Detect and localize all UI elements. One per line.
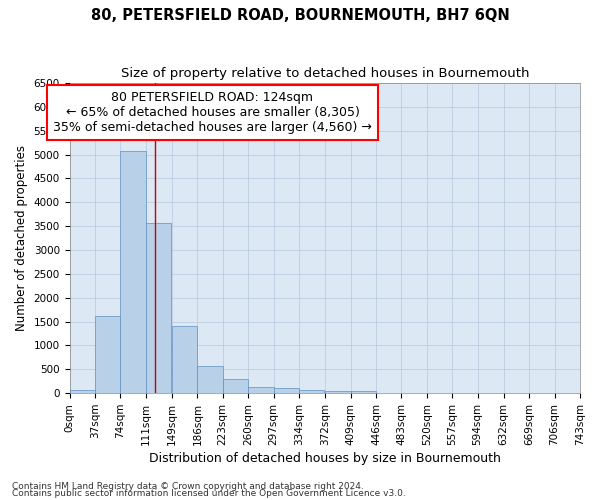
Text: 80, PETERSFIELD ROAD, BOURNEMOUTH, BH7 6QN: 80, PETERSFIELD ROAD, BOURNEMOUTH, BH7 6… — [91, 8, 509, 22]
Bar — [274, 388, 299, 393]
Text: 80 PETERSFIELD ROAD: 124sqm
← 65% of detached houses are smaller (8,305)
35% of : 80 PETERSFIELD ROAD: 124sqm ← 65% of det… — [53, 91, 372, 134]
Bar — [95, 316, 121, 393]
Title: Size of property relative to detached houses in Bournemouth: Size of property relative to detached ho… — [121, 68, 529, 80]
Bar — [146, 222, 171, 393]
Bar — [223, 380, 248, 393]
Text: Contains HM Land Registry data © Crown copyright and database right 2024.: Contains HM Land Registry data © Crown c… — [12, 482, 364, 491]
X-axis label: Distribution of detached houses by size in Bournemouth: Distribution of detached houses by size … — [149, 452, 501, 465]
Bar — [248, 386, 274, 393]
Bar — [325, 390, 350, 393]
Y-axis label: Number of detached properties: Number of detached properties — [15, 145, 28, 331]
Bar — [299, 390, 325, 393]
Bar — [172, 326, 197, 393]
Text: Contains public sector information licensed under the Open Government Licence v3: Contains public sector information licen… — [12, 489, 406, 498]
Bar — [350, 391, 376, 393]
Bar — [121, 151, 146, 393]
Bar — [197, 366, 223, 393]
Bar — [70, 390, 95, 393]
